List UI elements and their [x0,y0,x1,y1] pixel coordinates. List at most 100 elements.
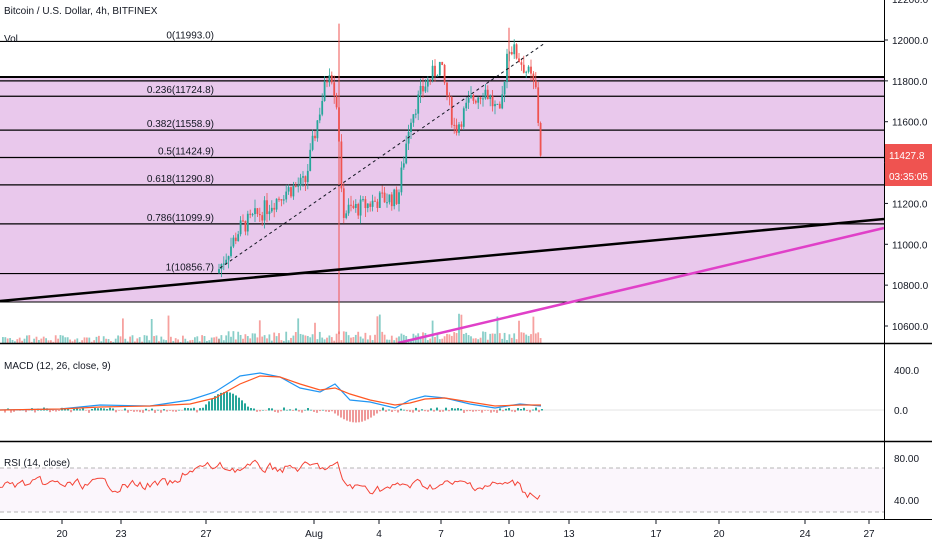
time-tick-label: 10 [503,529,515,540]
candle-body [438,61,441,76]
macd-hist-bar [367,410,369,420]
volume-bar [9,338,11,343]
macd-hist-bar [358,410,360,423]
candle-body [326,81,328,83]
macd-hist-bar [517,408,519,411]
candle-body [321,100,324,115]
volume-bar [196,336,199,343]
candle-body [246,213,249,232]
macd-tick-label: 0.0 [894,406,908,417]
candle-body [441,61,444,65]
volume-bar [270,340,273,343]
time-axis[interactable]: 20 23 27 Aug 4 7 10 13 17 20 24 27 [56,520,875,540]
macd-pane[interactable] [0,372,884,423]
volume-bar [11,339,14,343]
rsi-pane[interactable] [0,459,884,513]
price-tick-label: 11600.0 [892,118,928,129]
candle-body [458,124,460,133]
candle-body [479,97,482,99]
volume-bar [462,333,465,343]
macd-hist-bar [106,409,108,411]
volume-bar [359,336,362,343]
volume-bar [326,337,328,343]
volume-bar [76,338,79,343]
macd-hist-bar [304,409,306,411]
candle-body [453,124,456,126]
volume-bar [532,316,535,343]
macd-hist-bar [223,392,225,411]
macd-hist-bar [250,408,252,411]
volume-bar [153,336,155,343]
volume-bar [256,337,259,343]
fib-zone-fill [0,77,884,302]
candles [218,23,542,335]
candle-body [482,98,484,100]
macd-axis[interactable]: 400.0 0.0 [894,366,919,417]
volume-bar [443,336,446,343]
volume-bar [14,341,16,343]
volume-bar [318,331,321,343]
candle-body [345,213,348,218]
fib-level-label: 0.382(11558.9) [147,119,214,130]
macd-hist-bar [277,410,279,413]
macd-hist-bar [94,408,96,411]
volume-bar [93,340,95,343]
macd-hist-bar [259,410,261,412]
candle-body [446,82,448,96]
volume-bar [340,340,343,343]
macd-hist-bar [376,410,378,414]
macd-hist-bar [58,410,60,411]
macd-hist-bar [229,392,231,411]
volume-bar [525,334,528,343]
candle-body [491,96,494,107]
macd-hist-bar [415,407,417,411]
candle-body [328,75,331,83]
macd-hist-bar [373,410,375,416]
candle-body [424,86,427,92]
volume-bar [388,339,391,343]
macd-hist-bar [316,410,318,413]
macd-hist-bar [160,410,162,413]
volume-bar [299,333,302,343]
macd-hist-bar [334,410,336,414]
volume-bar [165,340,167,343]
volume-bar [177,339,179,343]
volume-bar [311,334,314,343]
trendline-black[interactable] [0,217,885,303]
macd-hist-bar [64,408,66,411]
volume-bar [297,318,300,343]
fib-level-label: 0.236(11724.8) [147,85,214,96]
volume-bar [107,339,110,343]
macd-hist-bar [154,410,156,413]
volume-bar [71,341,74,343]
volume-bar [364,332,367,343]
volume-bar [143,335,146,343]
signal-line [0,375,541,411]
trendline-magenta[interactable] [397,226,885,345]
macd-hist-bar [298,410,300,412]
volume-bar [141,341,143,343]
volume-bar [45,338,47,343]
candle-body [362,199,364,201]
macd-hist-bar [283,407,285,411]
candle-body [366,203,369,209]
price-pane[interactable]: 0(11993.0) 0.236(11724.8) 0.382(11558.9) 0.… [0,23,885,345]
macd-hist-bar [148,410,150,412]
candle-body [410,122,412,132]
volume-bar [117,335,119,343]
rsi-axis[interactable]: 80.00 40.00 [894,454,919,507]
volume-bar [227,331,230,343]
rsi-title: RSI (14, close) [4,458,70,469]
volume-bar [534,333,537,343]
time-tick-label: 20 [713,529,725,540]
candle-body [297,185,300,187]
candle-body [352,205,355,208]
candle-body [280,199,283,201]
candle-body [525,71,528,73]
macd-hist-bar [313,410,315,412]
volume-bar [431,320,434,343]
candle-body [398,192,400,204]
macd-hist-bar [145,408,147,411]
candle-body [496,103,499,105]
volume-bar [434,337,436,343]
